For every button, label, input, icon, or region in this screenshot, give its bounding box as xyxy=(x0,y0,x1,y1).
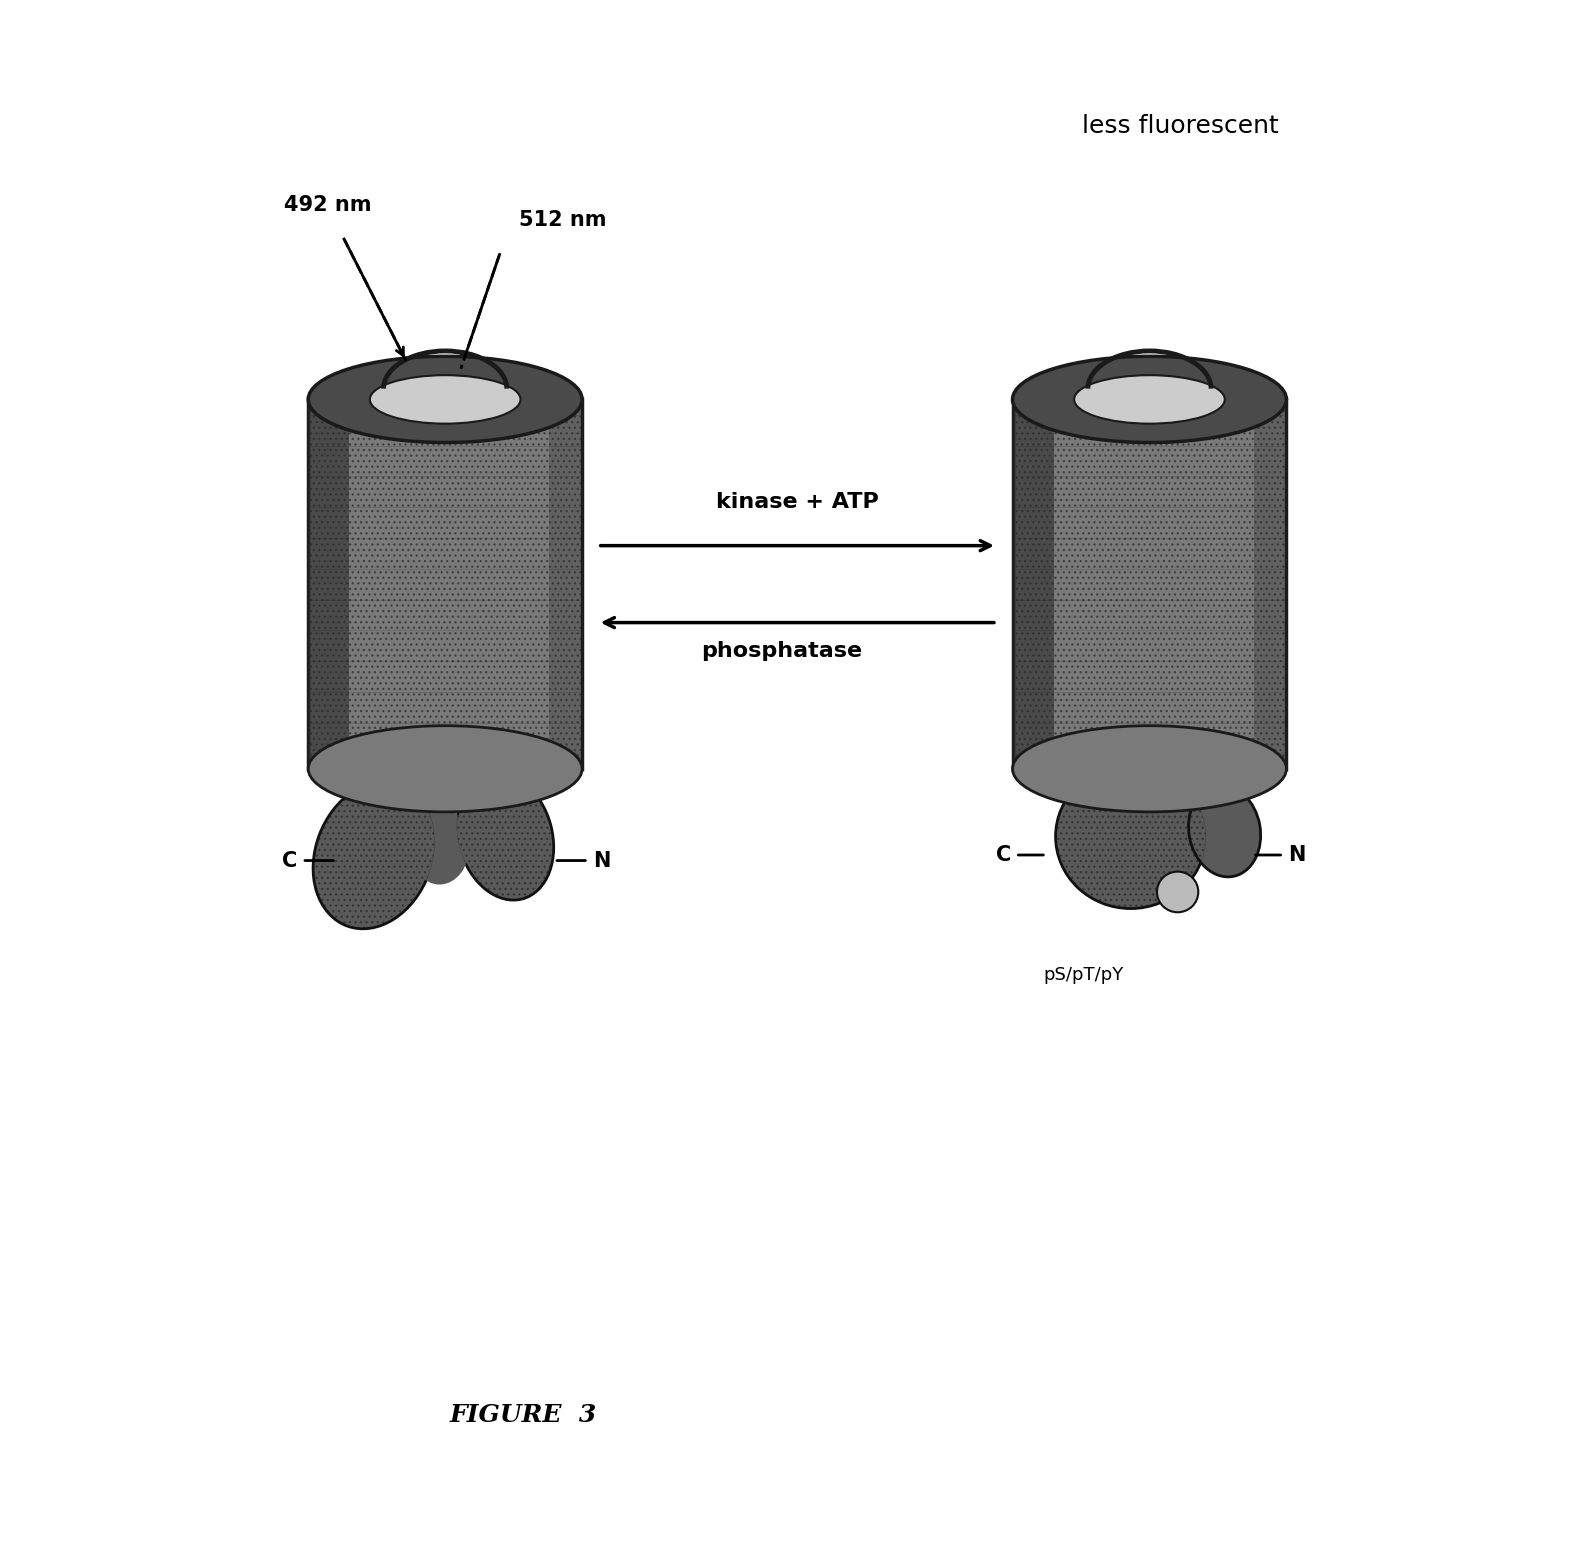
Ellipse shape xyxy=(409,808,469,885)
Bar xyxy=(1012,399,1287,769)
Bar xyxy=(549,399,583,769)
Ellipse shape xyxy=(308,725,583,812)
Ellipse shape xyxy=(1157,871,1198,912)
Ellipse shape xyxy=(369,376,521,424)
Ellipse shape xyxy=(1189,786,1260,877)
Ellipse shape xyxy=(1012,725,1287,812)
Text: C: C xyxy=(283,851,297,871)
Bar xyxy=(308,399,583,769)
Ellipse shape xyxy=(1012,356,1287,443)
Ellipse shape xyxy=(456,773,554,901)
Text: less fluorescent: less fluorescent xyxy=(1082,113,1279,138)
Bar xyxy=(1254,399,1287,769)
Text: 512 nm: 512 nm xyxy=(519,210,606,230)
Text: C: C xyxy=(995,845,1011,865)
Bar xyxy=(308,399,583,769)
Bar xyxy=(308,399,349,769)
Text: pS/pT/pY: pS/pT/pY xyxy=(1044,966,1124,983)
Ellipse shape xyxy=(308,356,583,443)
Ellipse shape xyxy=(1056,764,1206,909)
Text: 492 nm: 492 nm xyxy=(284,194,371,214)
Text: N: N xyxy=(1288,845,1306,865)
Text: N: N xyxy=(594,851,611,871)
Text: FIGURE  3: FIGURE 3 xyxy=(450,1404,597,1427)
Ellipse shape xyxy=(313,781,434,929)
Bar xyxy=(1012,399,1053,769)
Text: kinase + ATP: kinase + ATP xyxy=(715,492,878,512)
Bar xyxy=(1012,399,1287,769)
Text: phosphatase: phosphatase xyxy=(701,641,862,662)
Ellipse shape xyxy=(1074,376,1225,424)
